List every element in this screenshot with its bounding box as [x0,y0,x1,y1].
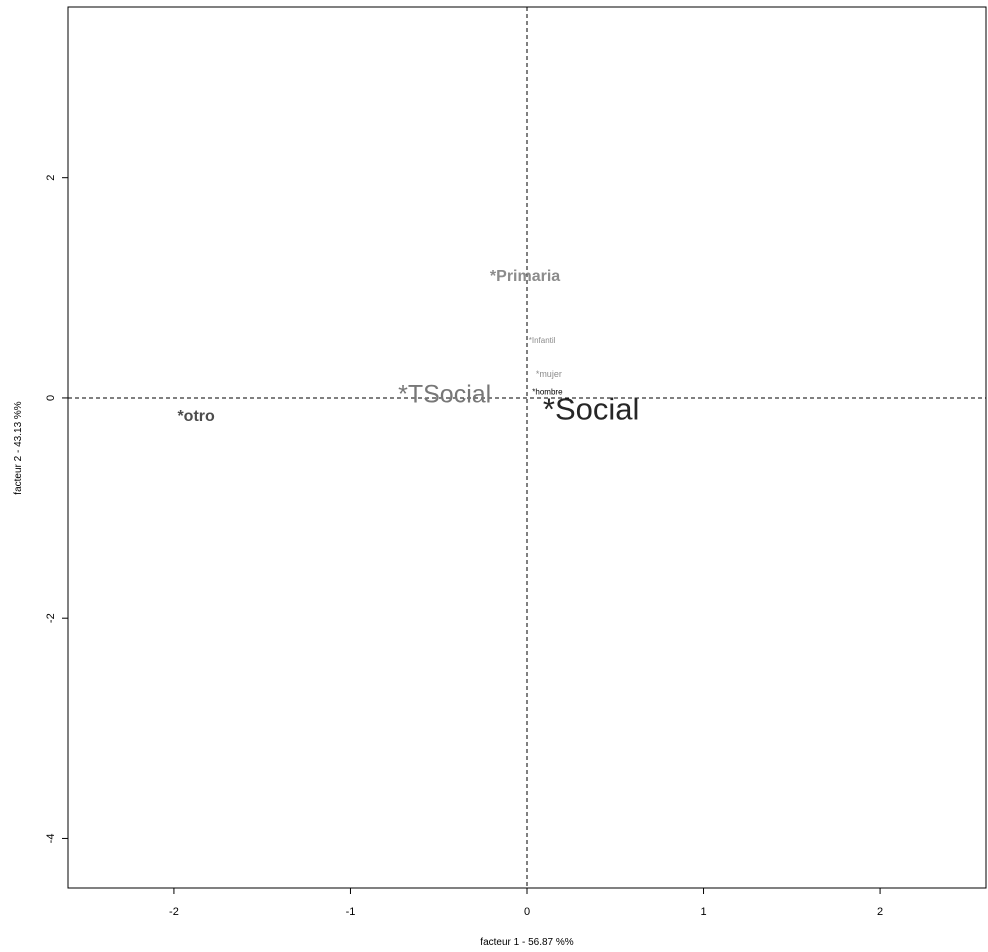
plot-frame [67,6,987,889]
y-tick-label: -2 [45,613,57,623]
y-axis-title: facteur 2 - 43.13 %% [13,401,24,494]
reference-lines [68,7,986,888]
x-tick-label: -1 [346,906,356,918]
y-tick-label: 0 [45,395,57,401]
x-tick-label: -2 [169,906,179,918]
x-axis-title: facteur 1 - 56.87 %% [480,937,573,948]
point-label: *otro [177,408,215,425]
point-label: *hombre [532,388,563,397]
x-tick-label: 0 [524,906,530,918]
point-label: *TSocial [398,380,491,408]
y-axis: -4 -2 0 2 [45,175,68,844]
point-label: *Primaria [490,268,560,285]
x-axis: -2 -1 0 1 2 [169,888,883,918]
point-label: *Infantil [529,336,556,345]
x-tick-label: 2 [877,906,883,918]
point-label: *mujer [536,369,562,379]
point-label: *Social [543,391,640,426]
y-tick-label: 2 [45,175,57,181]
point-labels: *Primaria *Infantil *mujer *hombre *TSocial *… [177,268,639,426]
y-tick-label: -4 [45,834,57,844]
x-tick-label: 1 [700,906,706,918]
